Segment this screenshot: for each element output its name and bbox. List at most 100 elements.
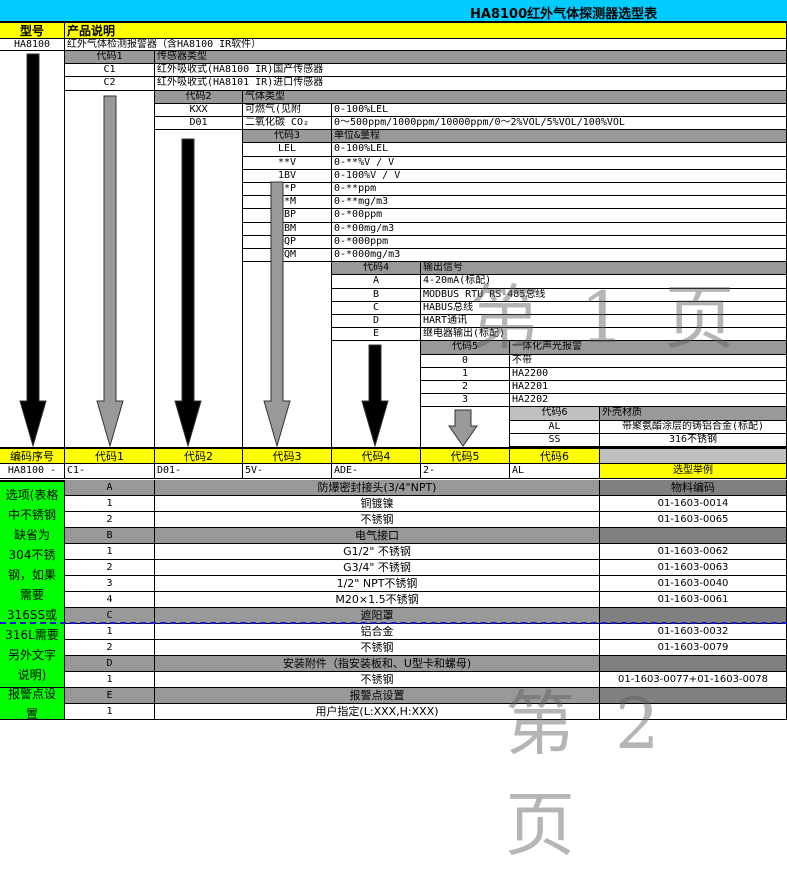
level-5-option-code: 1 [421,367,510,381]
option-code: 1 [65,544,155,560]
level-1-option-desc-text: 红外吸收式(HA8101 IR)进口传感器 [157,77,324,89]
level-2-option-code-text: KXX [189,103,208,115]
level-3-option-code: *QP [243,235,332,249]
example-label-text: 选型举例 [673,465,713,476]
option-group-code: A [65,480,155,496]
option-desc: 铝合金 [155,624,600,640]
option-group-title-text: 遮阳罩 [360,609,394,622]
level-5-option-code-text: 2 [461,381,469,393]
level-4-option-code: A [332,275,421,289]
summary-label: 编码序号 [0,447,65,464]
level-4-option-code-text: B [372,288,380,300]
option-code: 1 [65,624,155,640]
summary-value: AL [510,464,600,479]
level-1-header-code-text: 代码1 [96,51,123,63]
level-3-option-code: **V [243,156,332,170]
option-desc-text: 铝合金 [360,625,394,638]
gas-range-text: 0-100%LEL [334,103,389,115]
option-code-text: 1 [106,497,113,509]
option-desc-text: 不锈钢 [360,513,394,526]
level-4-option-code: E [332,328,421,342]
summary-value: ADE- [332,464,421,479]
summary-value: C1- [65,464,155,479]
summary-value-text: AL [512,465,525,476]
option-code-text: 1 [106,545,113,557]
option-code-text: 2 [106,561,113,573]
level-1-header-desc-text: 传感器类型 [157,51,207,63]
level-6-header-desc-text: 外壳材质 [602,407,642,419]
level-4-header-code: 代码4 [332,262,421,276]
level-3-option-code-text: *QP [277,235,297,247]
option-desc: G3/4" 不锈钢 [155,560,600,576]
option-desc: G1/2" 不锈钢 [155,544,600,560]
level-3-option-code: **M [243,196,332,210]
summary-label-text: 代码2 [184,449,213,463]
column-divider [509,407,510,447]
level-6-option-desc-text: 316不锈钢 [668,433,718,445]
summary-label-text: 编码序号 [10,449,54,463]
down-arrow-icon [96,95,124,448]
model-code-text: HA8100 [13,39,51,50]
page-break-line [0,622,787,624]
down-arrow-icon [263,181,291,448]
down-arrow-icon [448,409,478,447]
material-code-text: 01-1603-0079 [657,641,729,653]
material-code-text: 01-1603-0062 [657,545,729,557]
level-4-option-code-text: C [372,301,380,313]
summary-label-text: 代码1 [95,449,124,463]
level-3-option-code-text: **M [277,196,297,208]
level-5-option-desc-text: 不带 [512,354,532,366]
level-4-option-desc-text: 4-20mA(标配) [423,275,492,287]
option-group-code-text: B [106,529,113,541]
level-4-option-desc-text: HABUS总线 [423,301,474,313]
level-3-option-code-text: 1BV [277,169,297,181]
level-5-option-code: 3 [421,394,510,408]
option-desc-text: 铜镀镍 [360,497,394,510]
level-2-header-code: 代码2 [155,90,243,104]
option-code-text: 1 [106,705,113,717]
option-code: 1 [65,672,155,688]
material-code-text: 01-1603-0032 [657,625,729,637]
option-desc-text: 不锈钢 [360,673,394,686]
option-group-code: B [65,528,155,544]
option-desc: 铜镀镍 [155,496,600,512]
option-desc: 不锈钢 [155,640,600,656]
option-desc: 不锈钢 [155,512,600,528]
level-2-option-code: D01 [155,117,243,131]
summary-value: 5V- [243,464,332,479]
gas-type-text: 可燃气(见附 [245,103,302,115]
flow-arrows [19,53,478,448]
level-3-option-code-text: *BM [277,222,297,234]
summary-label: 代码1 [65,447,155,464]
level-5-option-code: 2 [421,381,510,395]
summary-value: D01- [155,464,243,479]
level-5-option-desc-text: HA2200 [512,367,549,379]
level-3-option-code: **P [243,183,332,197]
level-5-header-code-text: 代码5 [451,341,479,353]
level-3-option-code: LEL [243,143,332,157]
down-arrow-icon [361,344,389,448]
option-group-title: 防爆密封接头(3/4"NPT) [155,480,600,496]
product-desc-header-text: 产品说明 [67,23,116,38]
gas-type: 二氧化碳 CO₂ [243,117,332,131]
title-bar: HA8100红外气体探测器选型表 [0,0,787,22]
summary-label-text: 代码6 [540,449,569,463]
material-code-text: 01-1603-0063 [657,561,729,573]
summary-label: 代码2 [155,447,243,464]
level-2-option-code: KXX [155,103,243,117]
summary-value-text: ADE- [334,465,359,476]
option-group-code-text: A [106,481,113,493]
option-group-title-text: 防爆密封接头(3/4"NPT) [317,481,437,494]
summary-label: 代码3 [243,447,332,464]
level-6-option-code-text: AL [548,420,561,432]
level-3-option-desc-text: 0-*00ppm [334,209,383,221]
level-3-option-desc-text: 0-**mg/m3 [334,196,389,208]
option-desc-text: G1/2" 不锈钢 [343,545,411,558]
level-4-option-code-text: D [372,315,380,327]
material-code-text: 01-1603-0014 [657,497,729,509]
level-1-option-code-text: C2 [103,77,116,89]
summary-value-text: HA8100 - [7,465,57,476]
level-3-option-code: *BM [243,222,332,236]
option-desc-text: 不锈钢 [360,641,394,654]
level-5-header-code: 代码5 [421,341,510,355]
